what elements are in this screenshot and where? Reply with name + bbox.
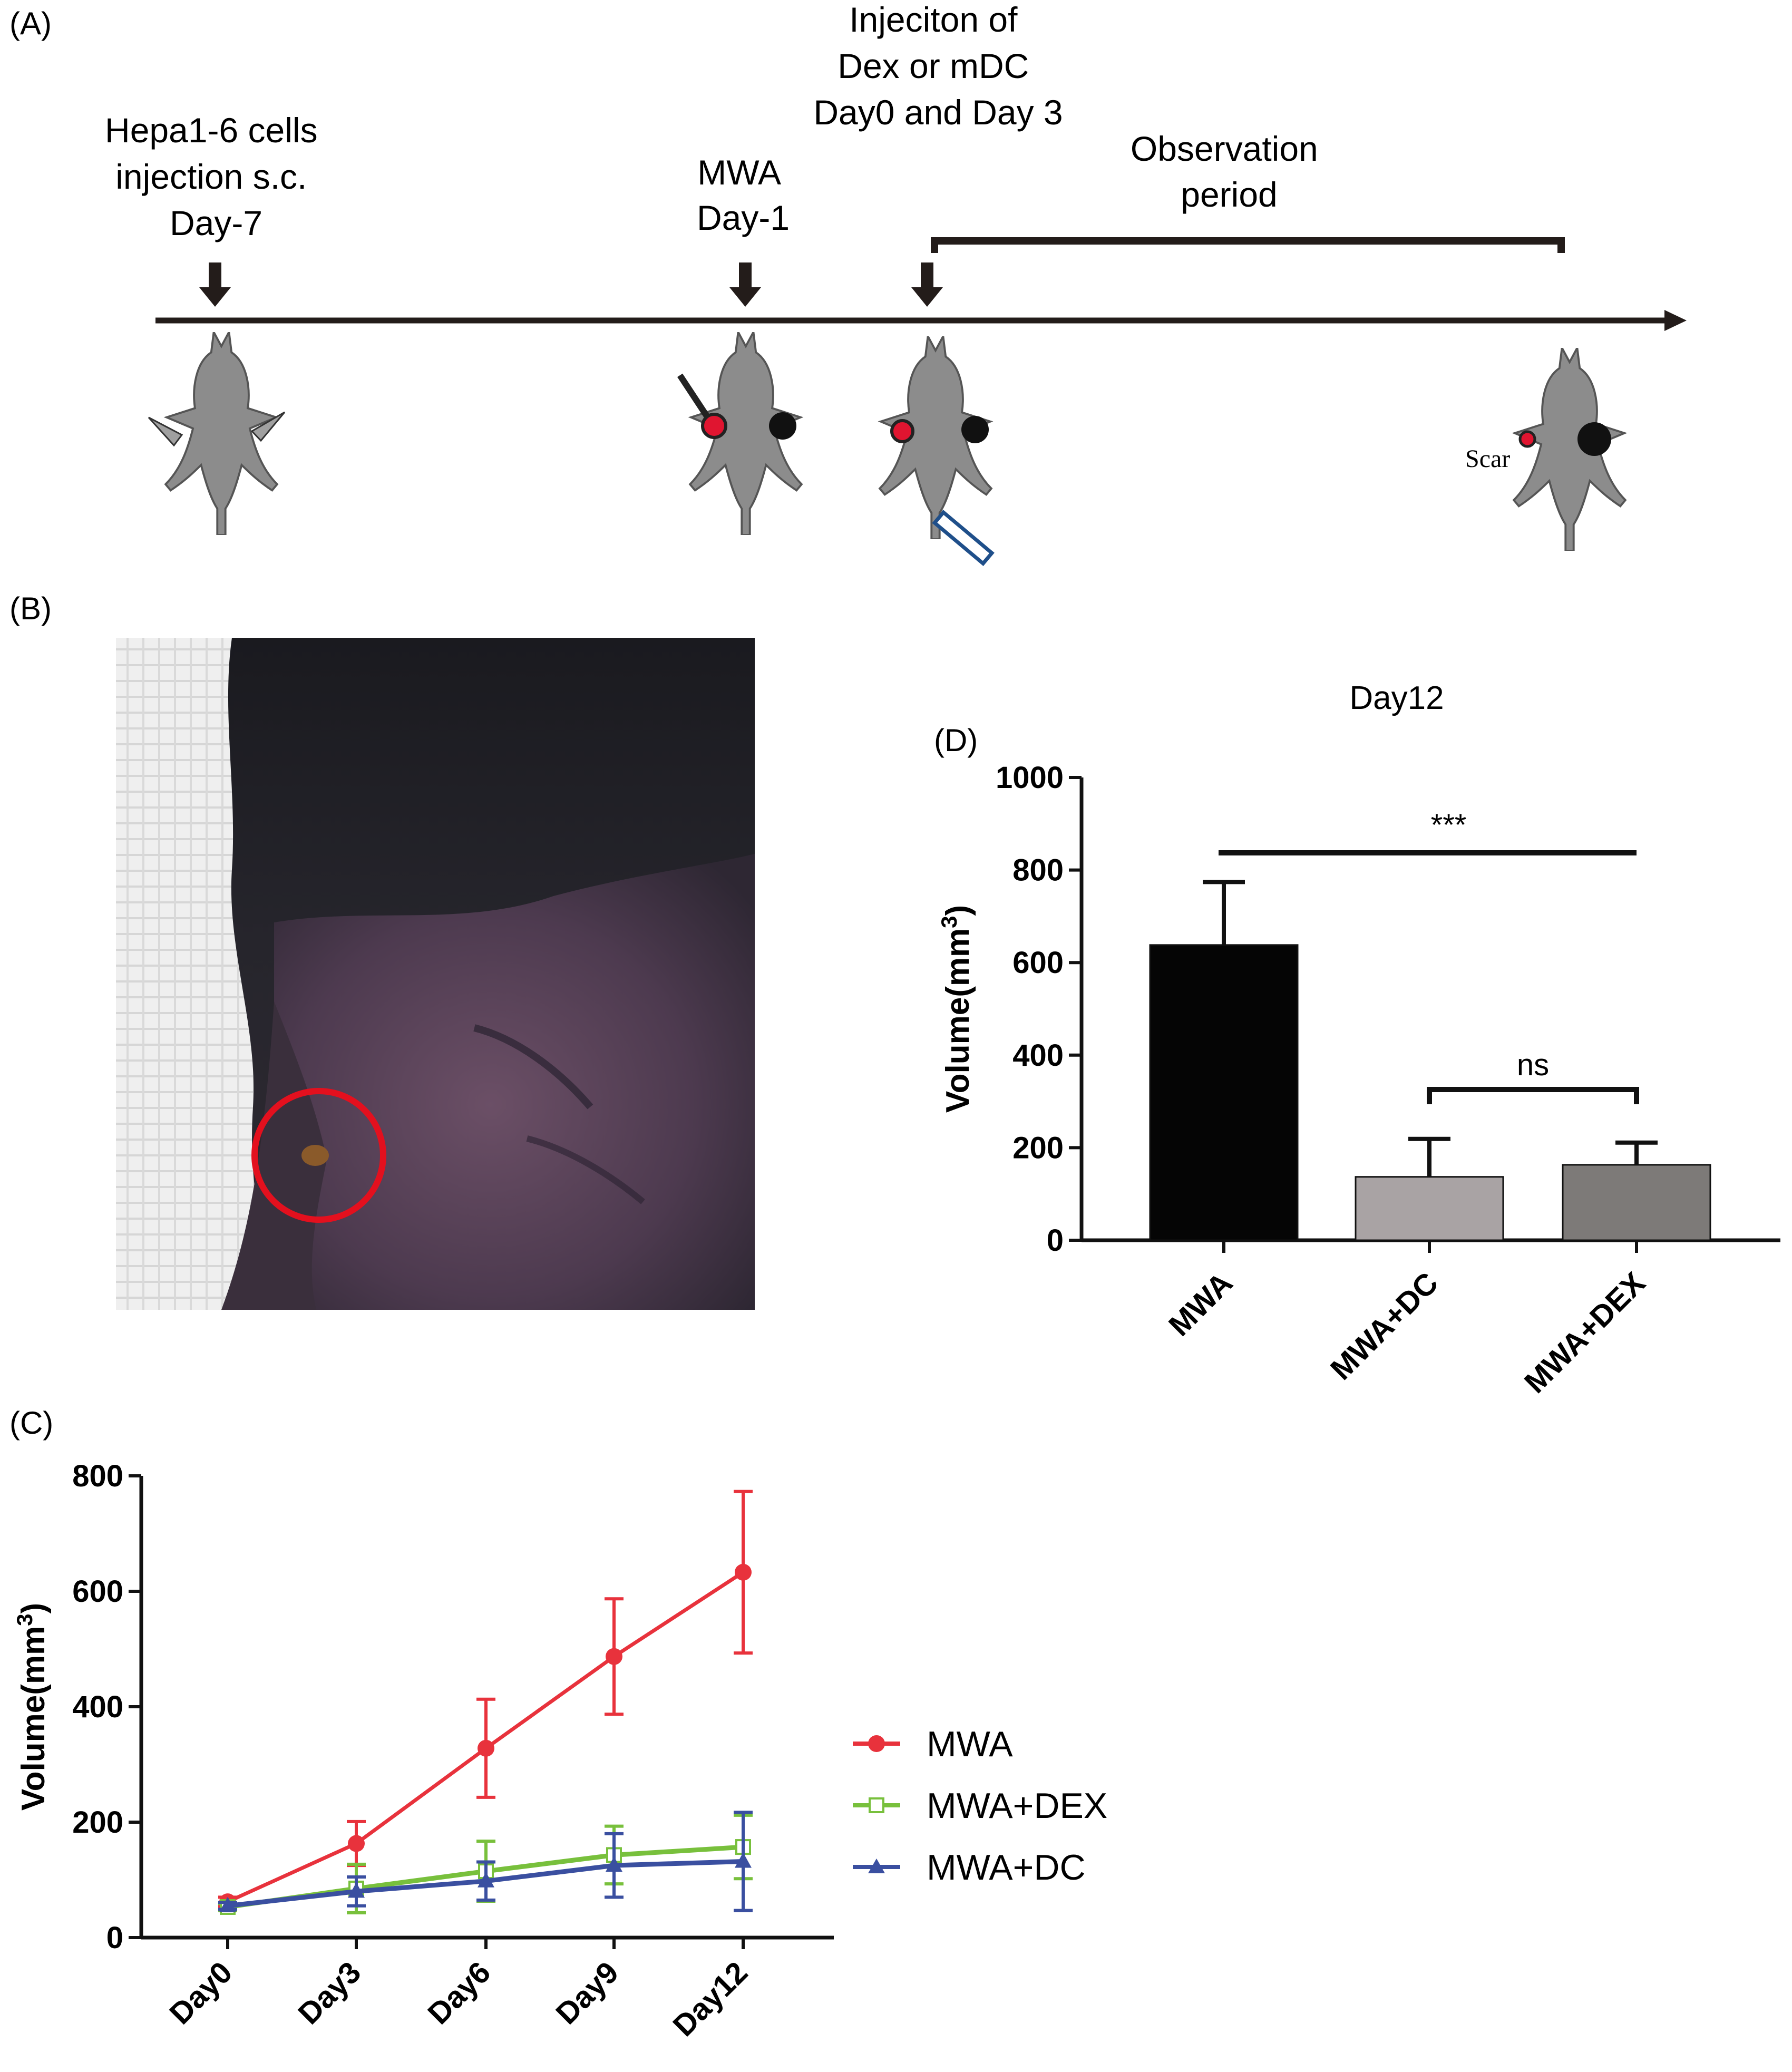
mouse-illustration-treatment xyxy=(879,336,995,566)
scar-label: Scar xyxy=(1465,445,1510,473)
x-tick-label: Day3 xyxy=(291,1955,367,2031)
bar-mwa xyxy=(1149,944,1299,1241)
significance-bracket xyxy=(1427,1087,1639,1104)
bar-mwa-dex xyxy=(1562,1164,1711,1241)
line-chart-volume-over-time: 0 200 400 600 800 Day0 Day3 Day6 Day9 Day12 Volume… xyxy=(12,1459,1108,2043)
x-tick-label: Day0 xyxy=(163,1955,239,2031)
legend-item: MWA+DC xyxy=(853,1847,1086,1888)
data-point-circle xyxy=(478,1739,494,1757)
x-tick-label: Day9 xyxy=(549,1955,625,2031)
ablated-tumor-icon xyxy=(890,419,914,443)
mouse-photo xyxy=(116,638,755,1310)
panel-a: (A) Hepa1-6 cells injection s.c. Day-7 M… xyxy=(9,0,1687,566)
ablation-probe-icon xyxy=(677,373,714,424)
y-tick-label: 0 xyxy=(1047,1223,1064,1258)
bar-chart-day12-volume: Day12 0 200 400 600 800 1000 Volume(mm3) MWA MWA+… xyxy=(937,680,1780,1400)
down-arrow-icon xyxy=(729,262,761,307)
injection-label: Hepa1-6 cells injection s.c. Day-7 xyxy=(105,111,327,242)
y-tick-label: 0 xyxy=(106,1921,123,1955)
data-point-circle xyxy=(348,1835,365,1852)
significance-label: *** xyxy=(1431,808,1467,842)
x-tick-label: MWA+DEX xyxy=(1518,1266,1652,1400)
y-tick-label: 600 xyxy=(1012,946,1064,980)
y-tick-label: 600 xyxy=(72,1574,123,1609)
data-point-circle xyxy=(735,1563,752,1581)
legend-marker xyxy=(868,1735,885,1752)
syringe-right-icon xyxy=(250,411,286,442)
down-arrow-icon xyxy=(911,262,943,307)
panel-c-tag: (C) xyxy=(9,1405,53,1441)
tumor-scar xyxy=(301,1145,329,1166)
y-axis-label: Volume(mm3) xyxy=(12,1603,52,1811)
legend-item: MWA xyxy=(853,1724,1013,1764)
legend-label: MWA+DEX xyxy=(927,1786,1107,1826)
mouse-illustration-observation: Scar xyxy=(1465,348,1627,551)
panel-b: (B) xyxy=(9,591,755,1310)
scar-tumor-icon xyxy=(1518,430,1536,448)
distant-tumor-icon xyxy=(961,416,989,443)
panel-d-tag: (D) xyxy=(934,723,978,758)
observation-bracket xyxy=(931,237,1565,253)
legend-item: MWA+DEX xyxy=(853,1786,1107,1826)
y-tick-label: 800 xyxy=(72,1459,123,1493)
y-tick-label: 400 xyxy=(1012,1038,1064,1073)
y-tick-label: 200 xyxy=(1012,1131,1064,1165)
distant-tumor-icon xyxy=(1577,422,1611,456)
series-mwa-dc xyxy=(218,1811,753,1912)
data-point-circle xyxy=(606,1648,622,1665)
y-axis-label: Volume(mm3) xyxy=(937,905,977,1113)
distant-tumor-icon xyxy=(769,412,796,440)
timeline-arrowhead xyxy=(1664,310,1687,331)
y-tick-label: 400 xyxy=(72,1690,123,1724)
ablated-tumor-icon xyxy=(701,413,727,439)
mouse-illustration-injection xyxy=(148,332,286,535)
legend-label: MWA+DC xyxy=(927,1847,1086,1888)
y-tick-label: 200 xyxy=(72,1805,123,1840)
x-tick-label: Day12 xyxy=(666,1955,754,2043)
x-tick-label: MWA xyxy=(1162,1266,1239,1343)
injection-syringe-icon xyxy=(932,510,995,566)
x-tick-label: MWA+DC xyxy=(1324,1266,1445,1386)
significance-label: ns xyxy=(1517,1048,1549,1082)
mouse-illustration-mwa xyxy=(677,332,803,535)
data-point-triangle xyxy=(735,1852,752,1868)
data-point-triangle xyxy=(606,1856,622,1872)
treatment-label: Injeciton of Dex or mDC Day0 and Day 3 xyxy=(813,0,1063,132)
scar-highlight-circle xyxy=(251,1088,386,1223)
data-point-triangle xyxy=(478,1872,494,1888)
observation-label: Observation period xyxy=(1131,129,1328,214)
y-tick-label: 1000 xyxy=(996,761,1064,795)
mwa-procedure-label: MWA Day-1 xyxy=(697,153,790,237)
data-point-triangle xyxy=(219,1896,236,1912)
syringe-left-icon xyxy=(148,416,183,447)
data-point-triangle xyxy=(348,1882,365,1898)
chart-title: Day12 xyxy=(1349,680,1444,716)
down-arrow-icon xyxy=(199,262,231,307)
panel-b-tag: (B) xyxy=(9,591,52,626)
panel-a-tag: (A) xyxy=(9,6,52,41)
panel-d: (D) Day12 0 200 400 600 800 1000 Volume(mm3) MWA… xyxy=(934,680,1780,1400)
legend-marker xyxy=(869,1797,884,1813)
legend-marker xyxy=(868,1859,885,1873)
panel-c: (C) 0 200 400 600 800 Day0 Day3 Day6 Day9 Day12 Vo… xyxy=(9,1405,1107,2043)
legend-label: MWA xyxy=(927,1724,1013,1764)
bar-mwa-dc xyxy=(1355,1176,1504,1241)
x-tick-label: Day6 xyxy=(421,1955,497,2031)
y-tick-label: 800 xyxy=(1012,853,1064,888)
